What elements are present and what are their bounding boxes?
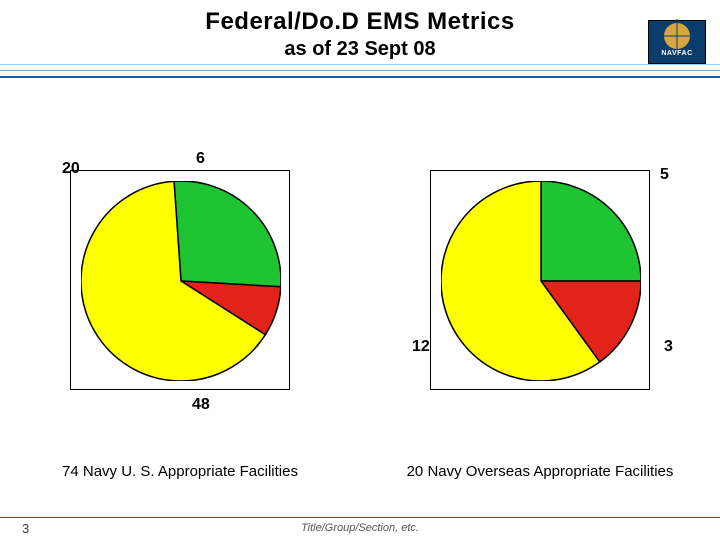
compass-icon: [664, 23, 690, 49]
charts-row: 74 Navy U. S. Appropriate Facilities 206…: [0, 120, 720, 440]
header: Federal/Do.D EMS Metrics as of 23 Sept 0…: [0, 0, 720, 86]
header-rules: [0, 64, 720, 83]
pie-slice: [541, 181, 641, 281]
chart-frame: [430, 170, 650, 390]
chart-caption: 74 Navy U. S. Appropriate Facilities: [0, 463, 360, 480]
rule-line: [0, 64, 720, 65]
slice-label: 20: [62, 160, 80, 178]
slide-title-line1: Federal/Do.D EMS Metrics: [0, 0, 720, 36]
chart-frame: [70, 170, 290, 390]
slide: Federal/Do.D EMS Metrics as of 23 Sept 0…: [0, 0, 720, 540]
pie-slice: [174, 181, 281, 287]
slice-label: 3: [664, 338, 673, 356]
rule-line: [0, 70, 720, 71]
pie-chart-us: 74 Navy U. S. Appropriate Facilities 206…: [0, 120, 360, 440]
pie-svg: [441, 181, 641, 381]
footer: Title/Group/Section, etc.: [0, 517, 720, 534]
footer-text: Title/Group/Section, etc.: [0, 522, 720, 534]
navfac-logo: NAVFAC: [648, 20, 706, 64]
slide-title-line2: as of 23 Sept 08: [0, 38, 720, 61]
rule-line: [0, 76, 720, 78]
slice-label: 5: [660, 166, 669, 184]
slice-label: 12: [412, 338, 430, 356]
slice-label: 48: [192, 396, 210, 414]
page-number: 3: [22, 521, 29, 536]
pie-chart-overseas: 20 Navy Overseas Appropriate Facilities …: [360, 120, 720, 440]
chart-caption: 20 Navy Overseas Appropriate Facilities: [360, 463, 720, 480]
slice-label: 6: [196, 150, 205, 168]
rule-line: [0, 517, 720, 518]
pie-svg: [81, 181, 281, 381]
